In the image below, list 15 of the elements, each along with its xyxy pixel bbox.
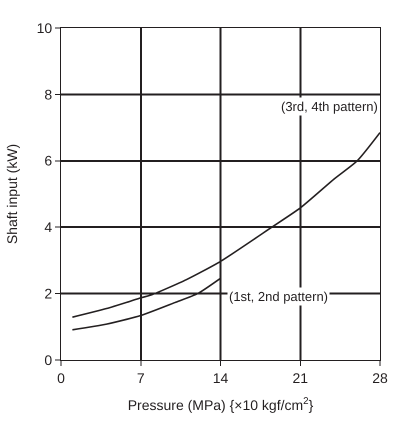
y-tick-label: 2 [44, 286, 52, 302]
y-tick-label: 8 [44, 86, 52, 102]
x-tick-label: 7 [136, 370, 145, 386]
x-tick-label: 21 [292, 370, 308, 386]
x-tick-label: 28 [372, 370, 388, 386]
series-label: (3rd, 4th pattern) [281, 99, 378, 114]
x-tick-label: 0 [57, 370, 66, 386]
y-tick-label: 4 [44, 219, 52, 236]
y-tick-label: 0 [44, 352, 52, 368]
y-tick-label: 10 [36, 20, 52, 36]
x-axis-title: Pressure (MPa) {×10 kgf/cm$^{2}$} [128, 396, 314, 414]
series-label: (1st, 2nd pattern) [229, 289, 328, 304]
y-tick-label: 6 [44, 152, 52, 169]
y-axis-title: Shaft input (kW) [4, 144, 20, 244]
x-tick-label: 14 [212, 370, 228, 386]
